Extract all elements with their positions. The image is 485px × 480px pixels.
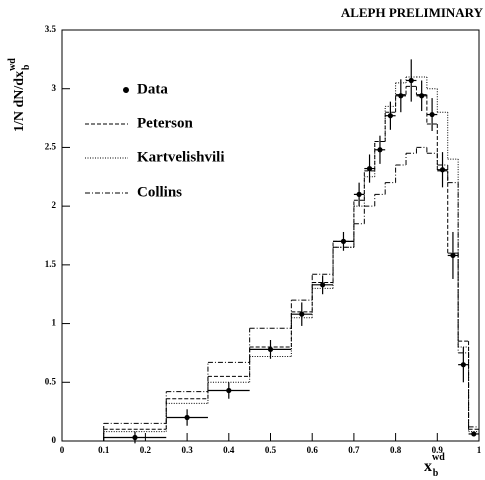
y-label-sub: b xyxy=(21,64,32,70)
data-point xyxy=(299,311,305,317)
data-point xyxy=(408,77,414,84)
x-tick-label: 0.1 xyxy=(98,445,110,455)
x-tick-label: 0.5 xyxy=(265,445,277,455)
data-point xyxy=(377,147,383,153)
data-point xyxy=(460,362,466,368)
chart-title: ALEPH PRELIMINARY xyxy=(341,5,484,20)
y-tick-label: 2 xyxy=(52,200,57,210)
x-tick-label: 0.4 xyxy=(223,445,235,455)
legend-label: Data xyxy=(137,81,168,97)
y-tick-label: 1.5 xyxy=(45,259,57,269)
x-tick-label: 0.3 xyxy=(181,445,193,455)
legend-label: Collins xyxy=(137,184,182,200)
x-label-sup: wd xyxy=(432,452,445,463)
y-axis-label: 1/N dN/dxwd b xyxy=(7,58,32,132)
x-tick-label: 0.6 xyxy=(307,445,319,455)
data-point xyxy=(320,282,326,288)
x-tick-label: 0.7 xyxy=(348,445,360,455)
x-tick-label: 0 xyxy=(60,445,65,455)
data-point xyxy=(366,165,373,172)
data-point xyxy=(132,434,138,441)
y-tick-label: 2.5 xyxy=(45,141,57,151)
data-point xyxy=(450,252,456,259)
data-point xyxy=(184,414,190,421)
data-point xyxy=(356,191,362,197)
legend-label: Kartvelishvili xyxy=(137,149,225,165)
legend-label: Peterson xyxy=(137,115,193,131)
data-point xyxy=(387,113,393,119)
data-point xyxy=(419,93,425,99)
data-point xyxy=(340,238,347,244)
x-tick-label: 0.9 xyxy=(432,445,444,455)
x-tick-label: 1 xyxy=(477,445,482,455)
y-tick-label: 0 xyxy=(52,435,57,445)
data-point xyxy=(267,346,274,353)
x-axis-label: xwd b xyxy=(424,452,445,479)
y-tick-label: 0.5 xyxy=(45,376,57,386)
data-point xyxy=(439,167,446,173)
data-point xyxy=(398,93,404,99)
y-tick-label: 3.5 xyxy=(45,24,57,34)
data-point xyxy=(471,431,477,437)
data-point xyxy=(226,387,232,394)
y-label-main: 1/N dN/dx xyxy=(12,71,27,132)
y-tick-label: 3 xyxy=(52,83,57,93)
x-tick-label: 0.2 xyxy=(140,445,152,455)
x-label-sub: b xyxy=(433,468,439,479)
x-label-main: x xyxy=(424,458,432,475)
data-point xyxy=(429,111,435,118)
x-tick-label: 0.8 xyxy=(390,445,402,455)
legend-marker xyxy=(123,87,129,93)
y-tick-label: 1 xyxy=(52,318,57,328)
y-label-sup: wd xyxy=(7,58,18,71)
